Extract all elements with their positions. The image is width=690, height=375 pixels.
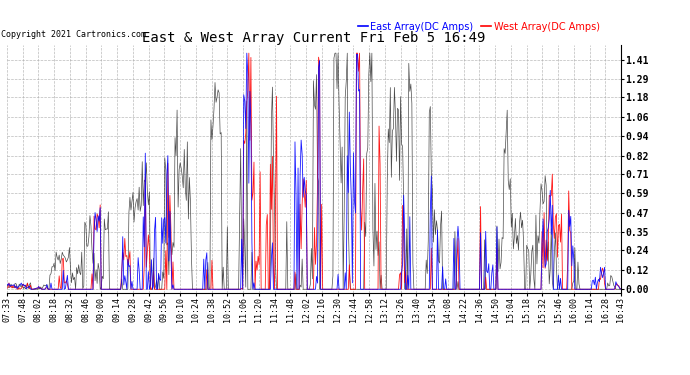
Legend: East Array(DC Amps), West Array(DC Amps): East Array(DC Amps), West Array(DC Amps) xyxy=(354,18,604,36)
Title: East & West Array Current Fri Feb 5 16:49: East & West Array Current Fri Feb 5 16:4… xyxy=(142,31,486,45)
Text: Copyright 2021 Cartronics.com: Copyright 2021 Cartronics.com xyxy=(1,30,146,39)
